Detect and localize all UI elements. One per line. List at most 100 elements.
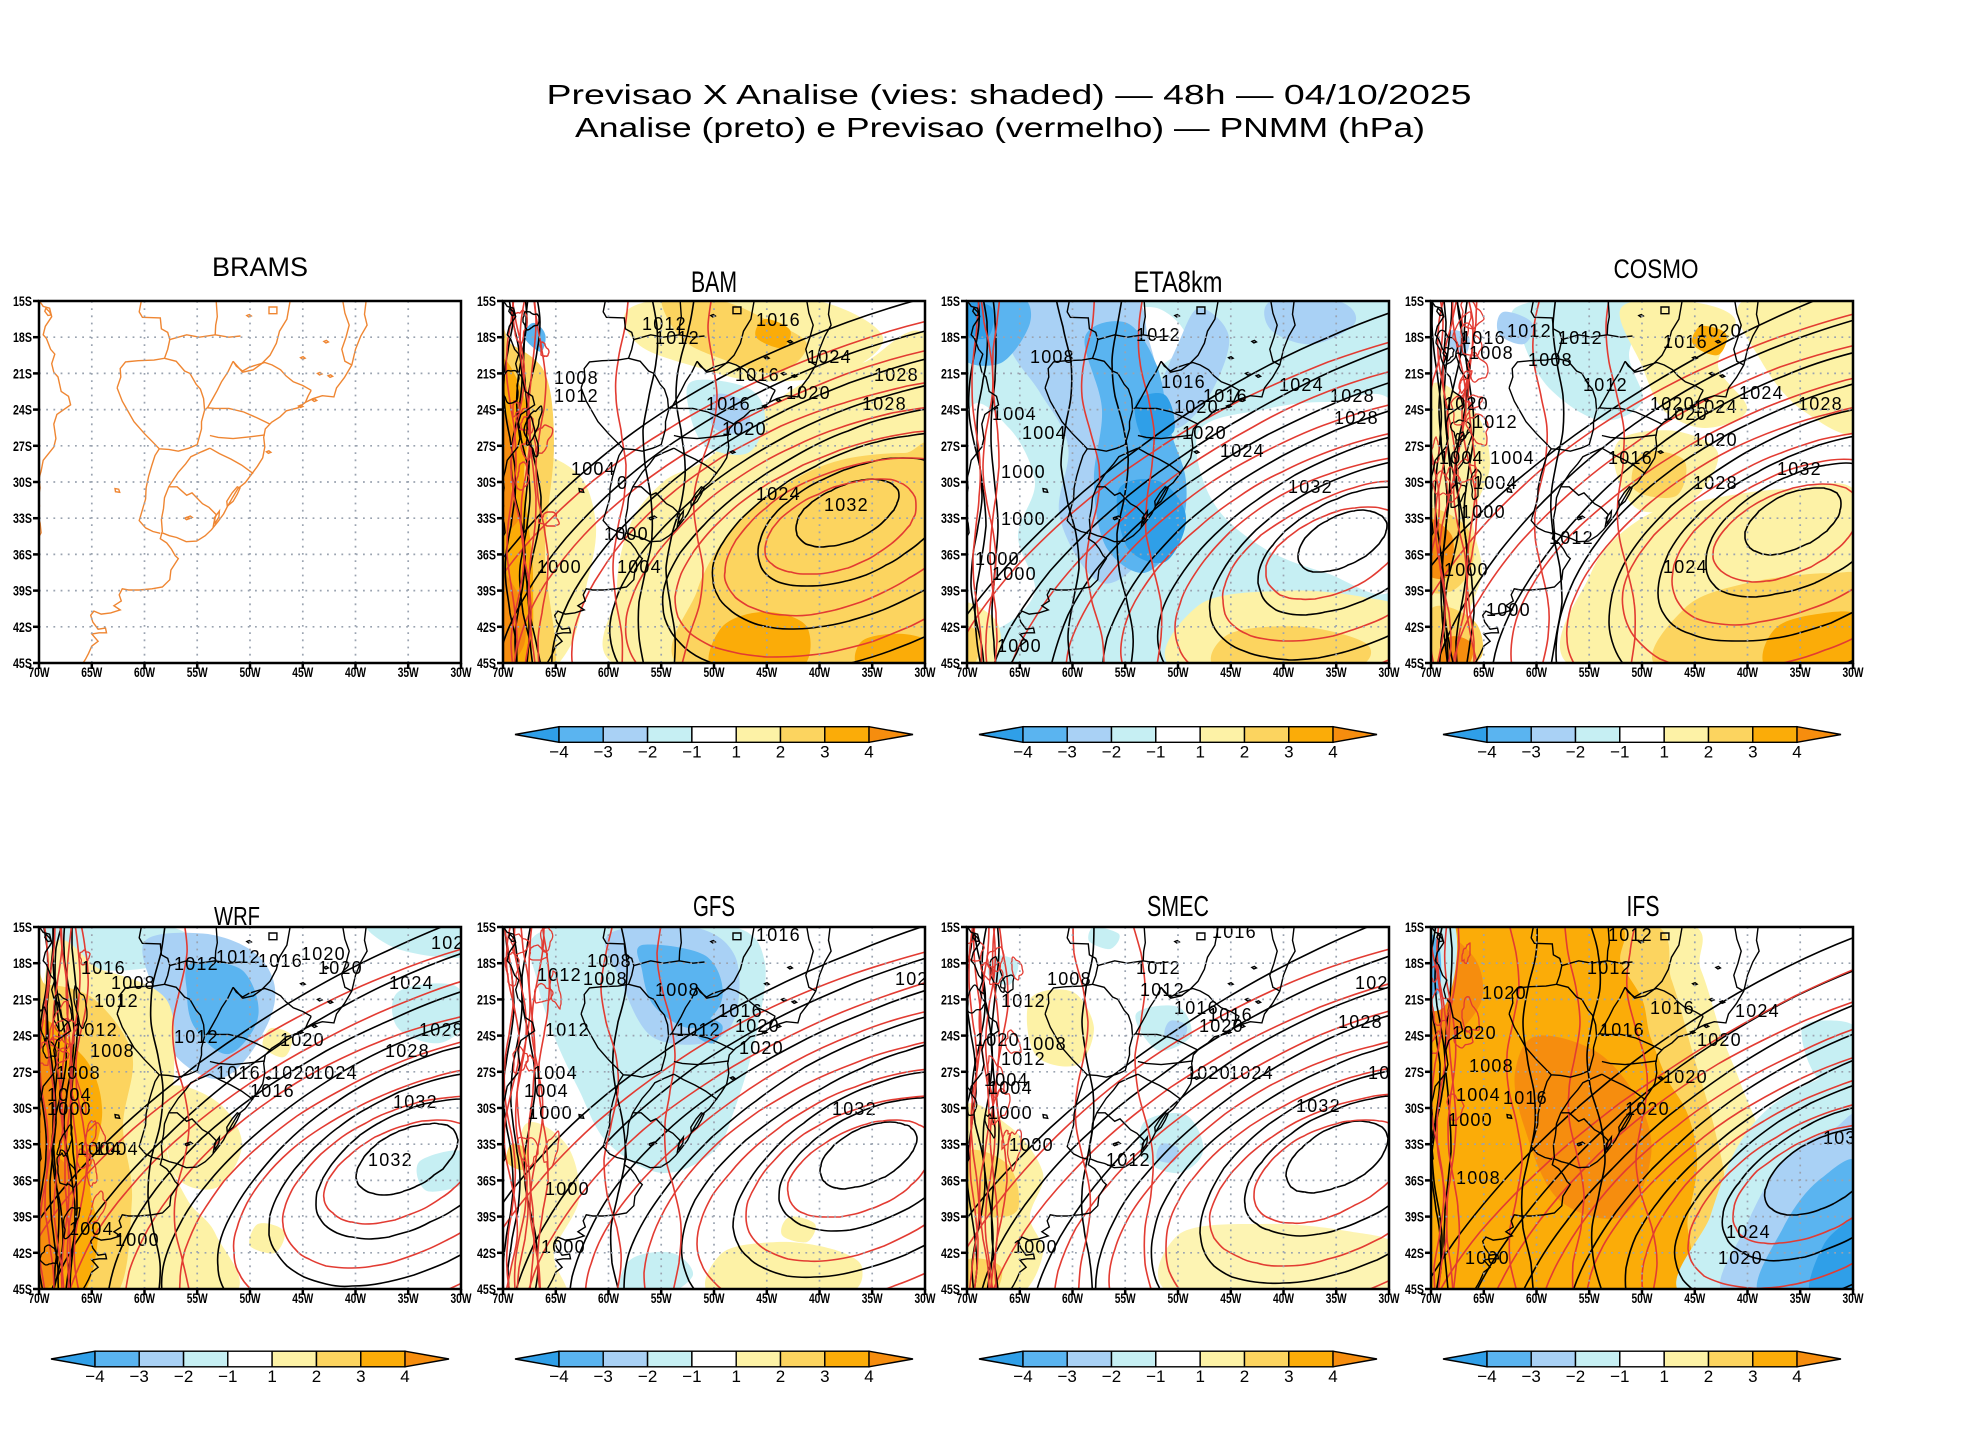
svg-text:1012: 1012 — [545, 1020, 590, 1040]
svg-text:1016: 1016 — [250, 1081, 295, 1101]
svg-text:1012: 1012 — [1001, 991, 1046, 1011]
svg-text:−3: −3 — [1522, 1367, 1541, 1386]
svg-text:1020: 1020 — [1186, 1063, 1231, 1083]
svg-text:1012: 1012 — [1136, 325, 1181, 345]
svg-text:1004: 1004 — [1473, 473, 1518, 493]
svg-text:1024: 1024 — [1229, 1063, 1274, 1083]
svg-text:1028: 1028 — [1334, 408, 1379, 428]
svg-text:2: 2 — [1704, 743, 1713, 762]
svg-text:1012: 1012 — [73, 1020, 118, 1040]
svg-text:1020: 1020 — [1718, 1248, 1763, 1268]
svg-text:1004: 1004 — [571, 459, 616, 479]
svg-text:1012: 1012 — [216, 947, 261, 967]
svg-text:Analise (preto) e Previsao (ve: Analise (preto) e Previsao (vermelho) — … — [575, 112, 1425, 143]
svg-text:1004: 1004 — [617, 557, 662, 577]
svg-text:WRF: WRF — [214, 901, 260, 931]
svg-text:1000: 1000 — [115, 1230, 160, 1250]
svg-text:1016: 1016 — [735, 365, 780, 385]
svg-text:1016: 1016 — [1503, 1088, 1548, 1108]
svg-text:1024: 1024 — [807, 347, 852, 367]
svg-text:1020: 1020 — [1663, 1067, 1708, 1087]
svg-text:−1: −1 — [682, 1367, 701, 1386]
svg-text:1016: 1016 — [756, 310, 801, 330]
svg-text:−2: −2 — [1102, 743, 1121, 762]
svg-text:−2: −2 — [1102, 1367, 1121, 1386]
svg-text:1020: 1020 — [1452, 1023, 1497, 1043]
svg-text:1032: 1032 — [1288, 477, 1333, 497]
svg-text:4: 4 — [864, 743, 873, 762]
svg-text:1016: 1016 — [1663, 332, 1708, 352]
svg-text:3: 3 — [1284, 743, 1293, 762]
svg-text:1008: 1008 — [1030, 347, 1075, 367]
svg-text:3: 3 — [820, 1367, 829, 1386]
svg-text:1016: 1016 — [1212, 922, 1257, 942]
svg-text:1008: 1008 — [56, 1063, 101, 1083]
svg-text:1: 1 — [1195, 1367, 1204, 1386]
svg-text:3: 3 — [1748, 743, 1757, 762]
svg-text:1028: 1028 — [1693, 473, 1738, 493]
svg-text:1020: 1020 — [739, 1038, 784, 1058]
svg-text:1032: 1032 — [368, 1150, 413, 1170]
svg-text:1020: 1020 — [318, 958, 363, 978]
svg-text:2: 2 — [776, 743, 785, 762]
svg-text:1000: 1000 — [528, 1103, 573, 1123]
svg-text:1028: 1028 — [862, 394, 907, 414]
svg-text:4: 4 — [1792, 1367, 1801, 1386]
svg-text:1008: 1008 — [1469, 343, 1514, 363]
svg-text:1020: 1020 — [786, 383, 831, 403]
svg-text:1008: 1008 — [554, 368, 599, 388]
svg-text:1008: 1008 — [1022, 1034, 1067, 1054]
svg-text:−4: −4 — [549, 1367, 568, 1386]
svg-text:4: 4 — [1328, 1367, 1337, 1386]
svg-text:2: 2 — [1240, 743, 1249, 762]
svg-text:1004: 1004 — [533, 1063, 578, 1083]
svg-text:4: 4 — [400, 1367, 409, 1386]
svg-text:−2: −2 — [1566, 1367, 1585, 1386]
svg-text:1000: 1000 — [1486, 600, 1531, 620]
svg-text:1008: 1008 — [1456, 1168, 1501, 1188]
svg-text:1012: 1012 — [174, 1027, 219, 1047]
svg-text:ETA8km: ETA8km — [1134, 266, 1223, 299]
svg-text:1032: 1032 — [1296, 1096, 1341, 1116]
svg-text:−4: −4 — [1013, 1367, 1032, 1386]
svg-text:1016: 1016 — [1161, 372, 1206, 392]
svg-text:1: 1 — [731, 743, 740, 762]
svg-text:2: 2 — [312, 1367, 321, 1386]
svg-text:1008: 1008 — [587, 951, 632, 971]
svg-text:1008: 1008 — [90, 1041, 135, 1061]
svg-text:−1: −1 — [1146, 743, 1165, 762]
svg-text:−2: −2 — [174, 1367, 193, 1386]
svg-text:1012: 1012 — [1473, 412, 1518, 432]
svg-text:1032: 1032 — [393, 1092, 438, 1112]
svg-text:1008: 1008 — [1047, 969, 1092, 989]
svg-text:−1: −1 — [682, 743, 701, 762]
svg-text:1024: 1024 — [1693, 397, 1738, 417]
svg-text:1032: 1032 — [1777, 459, 1822, 479]
svg-text:BRAMS: BRAMS — [212, 252, 308, 282]
svg-text:1032: 1032 — [1823, 1128, 1868, 1148]
svg-text:1: 1 — [731, 1367, 740, 1386]
svg-text:1000: 1000 — [537, 557, 582, 577]
svg-text:1012: 1012 — [174, 954, 219, 974]
svg-text:1004: 1004 — [984, 1070, 1029, 1090]
svg-text:−3: −3 — [1058, 1367, 1077, 1386]
svg-text:1024: 1024 — [895, 969, 940, 989]
svg-text:3: 3 — [1748, 1367, 1757, 1386]
svg-text:1000: 1000 — [1009, 1135, 1054, 1155]
svg-text:1004: 1004 — [1490, 448, 1535, 468]
svg-text:1024: 1024 — [1663, 557, 1708, 577]
svg-text:1032: 1032 — [1368, 1063, 1413, 1083]
svg-text:2: 2 — [1240, 1367, 1249, 1386]
svg-text:−2: −2 — [638, 743, 657, 762]
svg-text:1028: 1028 — [385, 1041, 430, 1061]
svg-text:1004: 1004 — [1022, 423, 1067, 443]
svg-text:1: 1 — [267, 1367, 276, 1386]
svg-text:−3: −3 — [594, 1367, 613, 1386]
svg-text:1000: 1000 — [975, 549, 1020, 569]
svg-text:−4: −4 — [1013, 743, 1032, 762]
svg-text:1012: 1012 — [676, 1020, 721, 1040]
svg-text:GFS: GFS — [693, 891, 735, 923]
svg-text:1016: 1016 — [1608, 448, 1653, 468]
svg-text:SMEC: SMEC — [1147, 891, 1209, 923]
svg-text:1024: 1024 — [756, 484, 801, 504]
